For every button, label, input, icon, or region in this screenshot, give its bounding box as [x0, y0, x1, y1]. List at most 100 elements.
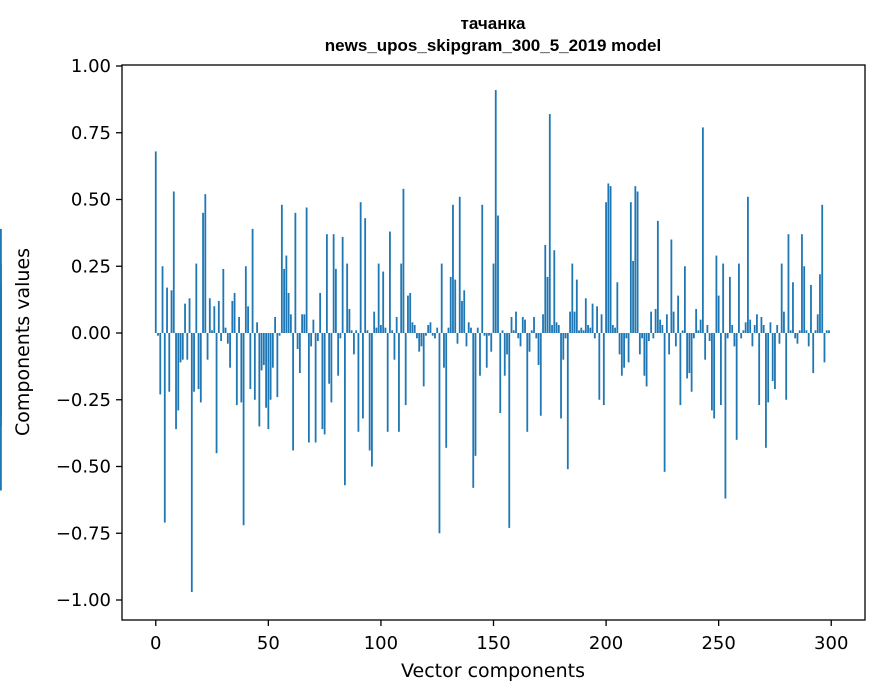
- bar: [652, 333, 655, 339]
- bar: [204, 194, 207, 333]
- x-axis-ticks: 0 50 100 150 200 250 300: [150, 620, 848, 654]
- bar: [582, 330, 585, 333]
- bar: [515, 311, 517, 333]
- bar: [389, 231, 391, 333]
- x-tick-label: 100: [364, 633, 398, 654]
- bar: [386, 333, 389, 432]
- bar: [553, 250, 556, 333]
- bar: [683, 266, 686, 333]
- bar: [490, 333, 493, 352]
- bar: [544, 244, 547, 333]
- bar: [265, 333, 267, 408]
- bar: [706, 324, 709, 333]
- bar: [467, 322, 470, 333]
- bar: [564, 333, 567, 339]
- bar: [645, 333, 648, 387]
- bar: [371, 333, 373, 467]
- bar: [157, 333, 159, 336]
- bar: [393, 333, 396, 360]
- bar: [350, 330, 353, 333]
- bar: [614, 327, 616, 333]
- bar: [479, 333, 481, 376]
- bar: [780, 263, 783, 333]
- bar: [316, 333, 319, 342]
- bar: [573, 311, 576, 333]
- bar: [233, 292, 236, 333]
- bar: [359, 202, 362, 333]
- bar: [220, 333, 222, 342]
- bar: [438, 333, 441, 534]
- y-tick-label: 1.00: [71, 56, 111, 77]
- bar: [810, 284, 812, 333]
- bar: [663, 333, 666, 472]
- bar: [346, 263, 349, 333]
- bar: [188, 298, 191, 333]
- bar: [283, 268, 286, 333]
- bar: [166, 287, 168, 333]
- bar: [418, 333, 421, 352]
- bar: [796, 333, 799, 344]
- bar: [704, 333, 707, 360]
- bar: [508, 333, 511, 528]
- bar: [332, 234, 335, 333]
- y-axis-label: Components values: [12, 248, 34, 436]
- x-tick-label: 0: [150, 633, 161, 654]
- bar: [447, 327, 450, 333]
- bar: [483, 333, 486, 336]
- bar: [425, 333, 427, 336]
- bar: [774, 333, 776, 390]
- bar: [623, 333, 625, 368]
- bar: [760, 316, 763, 333]
- bar: [465, 333, 468, 347]
- bar: [503, 333, 506, 376]
- bar: [307, 333, 310, 443]
- bar: [384, 327, 387, 333]
- bar: [163, 333, 166, 523]
- bar: [314, 333, 317, 443]
- bar: [616, 282, 619, 333]
- bar: [395, 316, 398, 333]
- x-tick-label: 300: [814, 633, 848, 654]
- bar: [407, 295, 409, 333]
- bar: [803, 266, 806, 333]
- bar: [636, 191, 639, 333]
- x-tick-label: 50: [257, 633, 280, 654]
- bar: [740, 333, 743, 339]
- bar: [690, 333, 693, 392]
- bar: [168, 333, 171, 392]
- bar: [668, 333, 671, 355]
- bar: [240, 333, 243, 403]
- bar: [632, 260, 634, 333]
- bar: [260, 333, 263, 371]
- bar: [206, 333, 209, 360]
- bar: [474, 333, 477, 456]
- bar: [195, 263, 198, 333]
- bar: [708, 333, 711, 342]
- bar: [456, 333, 459, 344]
- x-tick-label: 250: [701, 633, 735, 654]
- bar: [323, 333, 326, 435]
- bar: [697, 330, 700, 333]
- bar: [533, 316, 535, 333]
- bar: [587, 324, 589, 333]
- bar: [566, 333, 569, 470]
- bar: [713, 333, 716, 419]
- bar: [364, 218, 367, 333]
- bar: [422, 333, 425, 387]
- bar: [519, 333, 522, 347]
- bar: [298, 333, 301, 374]
- bar: [744, 322, 747, 333]
- bar: [452, 204, 454, 333]
- bar: [692, 333, 695, 339]
- bar: [226, 333, 229, 344]
- bar: [373, 311, 376, 333]
- bar: [197, 333, 200, 390]
- bar: [321, 333, 324, 430]
- bar: [722, 263, 725, 333]
- bar: [312, 319, 315, 333]
- bar: [170, 290, 173, 333]
- bar: [593, 333, 596, 339]
- bar: [589, 327, 592, 333]
- bar: [440, 263, 443, 333]
